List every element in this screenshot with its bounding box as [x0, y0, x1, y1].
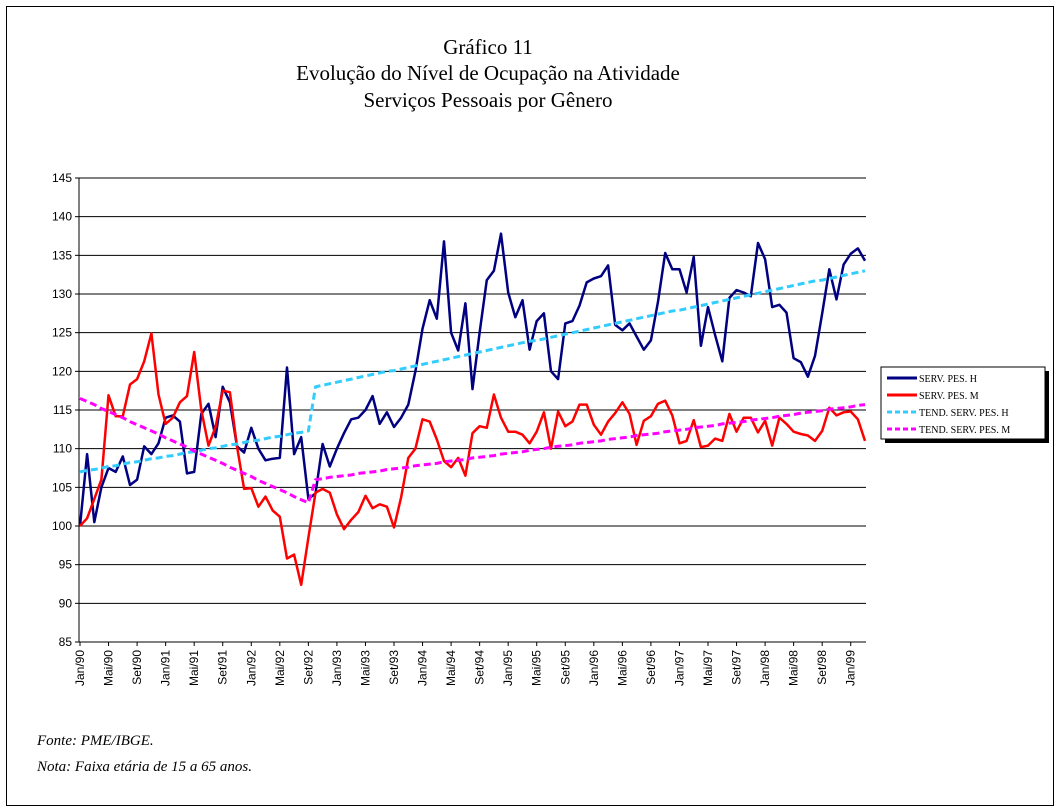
x-tick-label: Set/97	[730, 650, 744, 685]
y-tick-label: 120	[52, 364, 72, 378]
chart-title: Serviços Pessoais por Gênero	[363, 88, 612, 112]
data-line	[79, 332, 867, 587]
x-tick-label: Set/94	[473, 650, 487, 685]
x-tick-label: Jan/97	[672, 650, 686, 686]
x-tick-label: Mai/91	[187, 650, 201, 686]
x-tick-label: Set/91	[216, 650, 230, 685]
y-tick-label: 125	[52, 326, 72, 340]
x-tick-label: Jan/96	[587, 650, 601, 686]
x-tick-label: Jan/95	[501, 650, 515, 686]
x-tick-label: Jan/90	[73, 650, 87, 686]
y-tick-label: 140	[52, 210, 72, 224]
x-tick-label: Set/95	[558, 650, 572, 685]
x-tick-label: Jan/92	[244, 650, 258, 686]
x-tick-label: Mai/94	[444, 650, 458, 686]
y-tick-label: 95	[59, 558, 73, 572]
source-note: Fonte: PME/IBGE.	[36, 733, 154, 749]
footnote: Nota: Faixa etária de 15 a 65 anos.	[36, 759, 252, 775]
x-tick-label: Jan/93	[330, 650, 344, 686]
x-tick-label: Mai/95	[530, 650, 544, 686]
x-tick-label: Mai/97	[701, 650, 715, 686]
y-tick-label: 100	[52, 519, 72, 533]
x-tick-label: Jan/99	[844, 650, 858, 686]
x-tick-label: Set/90	[130, 650, 144, 685]
y-tick-label: 130	[52, 287, 72, 301]
y-tick-label: 110	[53, 442, 72, 456]
x-tick-label: Mai/98	[787, 650, 801, 686]
y-tick-label: 105	[52, 480, 72, 494]
data-line	[79, 397, 866, 505]
x-tick-label: Mai/96	[615, 650, 629, 686]
x-tick-label: Jan/94	[416, 650, 430, 686]
y-tick-label: 85	[59, 635, 73, 649]
chart-frame	[6, 6, 1054, 806]
legend-label: TEND. SERV. PES. M	[919, 425, 1010, 436]
x-tick-label: Set/96	[644, 650, 658, 685]
chart-title: Gráfico 11	[443, 35, 533, 59]
x-tick-label: Set/98	[815, 650, 829, 685]
x-tick-label: Set/93	[387, 650, 401, 685]
x-tick-label: Mai/93	[358, 650, 372, 686]
data-line	[79, 269, 866, 474]
y-tick-label: 115	[53, 403, 72, 417]
legend-label: TEND. SERV. PES. H	[919, 408, 1009, 419]
x-tick-label: Set/92	[301, 650, 315, 685]
x-tick-label: Mai/92	[273, 650, 287, 686]
legend-label: SERV. PES. H	[919, 374, 977, 385]
x-tick-label: Jan/91	[159, 650, 173, 686]
y-tick-label: 145	[52, 171, 72, 185]
x-tick-label: Jan/98	[758, 650, 772, 686]
x-tick-label: Mai/90	[102, 650, 116, 686]
y-tick-label: 135	[52, 248, 72, 262]
legend-label: SERV. PES. M	[919, 391, 979, 402]
y-tick-label: 90	[59, 596, 73, 610]
chart-title: Evolução do Nível de Ocupação na Ativida…	[296, 61, 680, 85]
data-line	[78, 232, 867, 527]
